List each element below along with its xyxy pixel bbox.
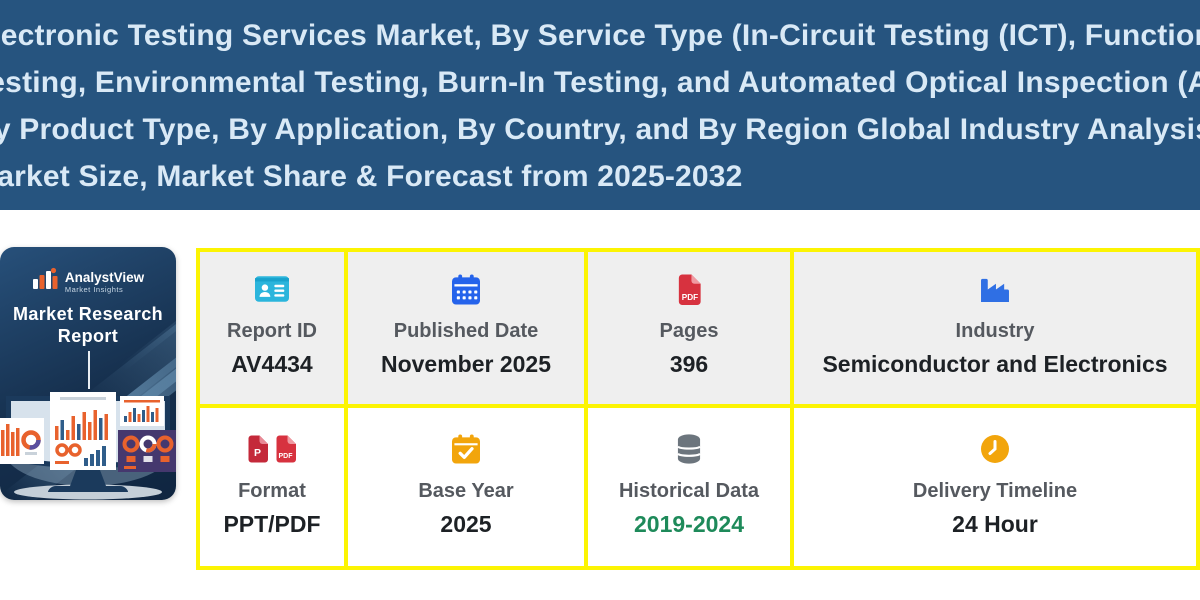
page-title-line: Testing, Environmental Testing, Burn-In …: [0, 66, 1200, 99]
monitor-illustration: [0, 392, 176, 500]
cover-title: Market Research Report: [12, 304, 164, 346]
detail-cell-historical-data: Historical Data 2019-2024: [588, 408, 790, 566]
pdf-file-icon: PDF: [276, 435, 296, 463]
svg-text:P: P: [254, 447, 261, 459]
factory-icon: [979, 272, 1011, 306]
pdf-file-icon: PDF: [677, 272, 702, 306]
page-title-line: Electronic Testing Services Market, By S…: [0, 19, 1200, 52]
cover-pointer-line: [88, 351, 90, 389]
detail-value: November 2025: [380, 351, 552, 377]
detail-label: Delivery Timeline: [912, 480, 1078, 502]
detail-cell-report-id: Report ID AV4434: [200, 252, 344, 404]
database-icon: [676, 432, 702, 466]
detail-value: 2019-2024: [634, 511, 744, 537]
detail-cell-industry: Industry Semiconductor and Electronics: [794, 252, 1196, 404]
detail-value: 24 Hour: [952, 511, 1038, 537]
ppt-pdf-files-icon: P PDF: [247, 432, 297, 466]
svg-text:PDF: PDF: [279, 453, 294, 460]
page-title-line: By Product Type, By Application, By Coun…: [0, 113, 1200, 146]
detail-value: 396: [669, 351, 709, 377]
detail-label: Base Year: [418, 480, 514, 502]
report-cover-thumbnail: AnalystView Market Insights Market Resea…: [0, 247, 176, 500]
report-details-grid: Report ID AV4434: [196, 248, 1200, 570]
brand-logo: AnalystView Market Insights: [0, 267, 176, 296]
report-title-banner: Electronic Testing Services Market, By S…: [0, 0, 1200, 210]
page-title-line: Market Size, Market Share & Forecast fro…: [0, 160, 743, 193]
detail-value: Semiconductor and Electronics: [822, 351, 1168, 377]
svg-text:PDF: PDF: [681, 293, 697, 302]
bar-chart-logo-icon: [32, 267, 58, 296]
detail-value: 2025: [440, 511, 492, 537]
detail-label: Industry: [955, 320, 1035, 342]
brand-tagline: Market Insights: [64, 284, 124, 294]
detail-label: Published Date: [393, 320, 539, 342]
id-card-icon: [255, 272, 289, 306]
clock-icon: [980, 432, 1010, 466]
calendar-icon: [452, 272, 480, 306]
detail-cell-delivery-timeline: Delivery Timeline 24 Hour: [794, 408, 1196, 566]
detail-cell-pages: PDF Pages 396: [588, 252, 790, 404]
brand-name: AnalystView: [64, 269, 145, 285]
detail-value: AV4434: [231, 351, 313, 377]
page-title: Electronic Testing Services Market, By S…: [0, 12, 1200, 200]
detail-label: Pages: [659, 320, 719, 342]
detail-cell-base-year: Base Year 2025: [348, 408, 584, 566]
detail-cell-format: P PDF Format PPT/PDF: [200, 408, 344, 566]
detail-label: Report ID: [227, 320, 317, 342]
detail-label: Historical Data: [618, 480, 760, 502]
detail-label: Format: [238, 480, 306, 502]
ppt-file-icon: P: [248, 435, 268, 463]
detail-cell-published-date: Published Date November 2025: [348, 252, 584, 404]
detail-value: PPT/PDF: [223, 511, 321, 537]
calendar-check-icon: [452, 432, 480, 466]
